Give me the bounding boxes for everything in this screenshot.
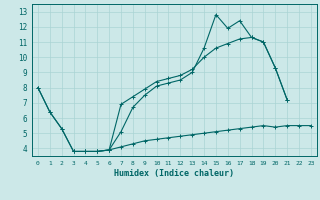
X-axis label: Humidex (Indice chaleur): Humidex (Indice chaleur) [115, 169, 234, 178]
